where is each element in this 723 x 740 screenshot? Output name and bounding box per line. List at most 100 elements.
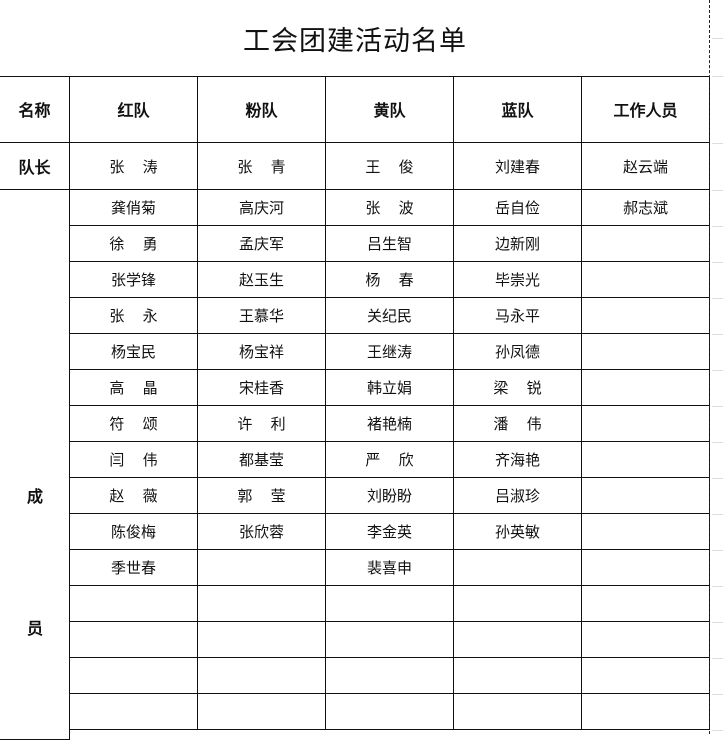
member-cell[interactable] xyxy=(582,406,710,442)
captain-cell[interactable]: 赵云端 xyxy=(582,143,710,190)
header-cell-3[interactable]: 黄队 xyxy=(326,76,454,143)
member-cell[interactable]: 王慕华 xyxy=(198,298,326,334)
member-cell[interactable]: 徐 勇 xyxy=(70,226,198,262)
gridline xyxy=(712,406,723,407)
member-cell[interactable]: 潘 伟 xyxy=(454,406,582,442)
member-cell[interactable]: 许 利 xyxy=(198,406,326,442)
member-cell[interactable] xyxy=(582,514,710,550)
captain-cell[interactable]: 刘建春 xyxy=(454,143,582,190)
member-cell[interactable] xyxy=(326,658,454,694)
page-break-line xyxy=(709,0,710,734)
gridline xyxy=(712,730,723,731)
gridline xyxy=(712,622,723,623)
member-cell[interactable] xyxy=(582,586,710,622)
member-cell[interactable] xyxy=(326,622,454,658)
member-cell[interactable] xyxy=(582,442,710,478)
sheet-title: 工会团建活动名单 xyxy=(243,25,467,57)
captain-label-cell[interactable]: 队长 xyxy=(0,143,70,190)
member-cell[interactable]: 吕生智 xyxy=(326,226,454,262)
gridline xyxy=(712,226,723,227)
member-cell[interactable]: 杨宝祥 xyxy=(198,334,326,370)
captain-cell[interactable]: 张 青 xyxy=(198,143,326,190)
member-cell[interactable]: 裴喜申 xyxy=(326,550,454,586)
member-cell[interactable] xyxy=(198,658,326,694)
member-cell[interactable] xyxy=(326,586,454,622)
member-cell[interactable]: 高庆河 xyxy=(198,190,326,226)
member-cell[interactable] xyxy=(198,550,326,586)
member-cell[interactable] xyxy=(582,694,710,730)
member-cell[interactable] xyxy=(70,658,198,694)
gridline xyxy=(712,76,723,77)
member-cell[interactable]: 孙英敏 xyxy=(454,514,582,550)
member-cell[interactable]: 刘盼盼 xyxy=(326,478,454,514)
member-cell[interactable]: 符 颂 xyxy=(70,406,198,442)
member-cell[interactable] xyxy=(582,478,710,514)
captain-cell[interactable]: 张 涛 xyxy=(70,143,198,190)
captain-cell[interactable]: 王 俊 xyxy=(326,143,454,190)
member-cell[interactable] xyxy=(582,622,710,658)
member-cell[interactable]: 岳自俭 xyxy=(454,190,582,226)
member-cell[interactable]: 吕淑珍 xyxy=(454,478,582,514)
member-cell[interactable]: 李金英 xyxy=(326,514,454,550)
member-cell[interactable]: 陈俊梅 xyxy=(70,514,198,550)
member-cell[interactable]: 张欣蓉 xyxy=(198,514,326,550)
member-cell[interactable]: 毕崇光 xyxy=(454,262,582,298)
member-cell[interactable]: 季世春 xyxy=(70,550,198,586)
member-cell[interactable]: 严 欣 xyxy=(326,442,454,478)
member-cell[interactable]: 梁 锐 xyxy=(454,370,582,406)
header-cell-4[interactable]: 蓝队 xyxy=(454,76,582,143)
member-cell[interactable]: 杨 春 xyxy=(326,262,454,298)
member-cell[interactable] xyxy=(582,550,710,586)
member-cell[interactable]: 马永平 xyxy=(454,298,582,334)
member-cell[interactable]: 张学锋 xyxy=(70,262,198,298)
gridline xyxy=(712,143,723,144)
member-cell[interactable] xyxy=(454,550,582,586)
member-cell[interactable] xyxy=(582,334,710,370)
member-cell[interactable] xyxy=(454,694,582,730)
member-cell[interactable]: 郭 莹 xyxy=(198,478,326,514)
member-cell[interactable]: 都基莹 xyxy=(198,442,326,478)
member-cell[interactable]: 边新刚 xyxy=(454,226,582,262)
member-cell[interactable] xyxy=(582,370,710,406)
member-cell[interactable]: 孙凤德 xyxy=(454,334,582,370)
member-cell[interactable]: 闫 伟 xyxy=(70,442,198,478)
member-cell[interactable] xyxy=(582,298,710,334)
gridline xyxy=(712,586,723,587)
header-cell-2[interactable]: 粉队 xyxy=(198,76,326,143)
gridline xyxy=(712,190,723,191)
member-cell[interactable] xyxy=(198,694,326,730)
member-cell[interactable] xyxy=(582,262,710,298)
member-cell[interactable] xyxy=(454,658,582,694)
member-cell[interactable]: 赵玉生 xyxy=(198,262,326,298)
member-cell[interactable]: 高 晶 xyxy=(70,370,198,406)
member-cell[interactable] xyxy=(582,658,710,694)
member-cell[interactable]: 郝志斌 xyxy=(582,190,710,226)
member-cell[interactable] xyxy=(70,694,198,730)
member-cell[interactable] xyxy=(454,586,582,622)
member-cell[interactable] xyxy=(582,226,710,262)
member-cell[interactable]: 褚艳楠 xyxy=(326,406,454,442)
member-cell[interactable]: 韩立娟 xyxy=(326,370,454,406)
header-name-cell[interactable]: 名称 xyxy=(0,76,70,143)
member-cell[interactable] xyxy=(70,586,198,622)
member-cell[interactable] xyxy=(198,622,326,658)
header-cell-5[interactable]: 工作人员 xyxy=(582,76,710,143)
gridline xyxy=(712,550,723,551)
member-cell[interactable]: 赵 薇 xyxy=(70,478,198,514)
header-cell-1[interactable]: 红队 xyxy=(70,76,198,143)
member-cell[interactable]: 关纪民 xyxy=(326,298,454,334)
member-cell[interactable]: 张 永 xyxy=(70,298,198,334)
member-cell[interactable]: 宋桂香 xyxy=(198,370,326,406)
member-cell[interactable]: 龚俏菊 xyxy=(70,190,198,226)
member-cell[interactable]: 王继涛 xyxy=(326,334,454,370)
gridline xyxy=(712,334,723,335)
members-label-cell[interactable] xyxy=(0,190,70,740)
member-cell[interactable]: 孟庆军 xyxy=(198,226,326,262)
member-cell[interactable] xyxy=(198,586,326,622)
member-cell[interactable] xyxy=(70,622,198,658)
member-cell[interactable]: 张 波 xyxy=(326,190,454,226)
member-cell[interactable]: 齐海艳 xyxy=(454,442,582,478)
member-cell[interactable] xyxy=(326,694,454,730)
member-cell[interactable] xyxy=(454,622,582,658)
member-cell[interactable]: 杨宝民 xyxy=(70,334,198,370)
